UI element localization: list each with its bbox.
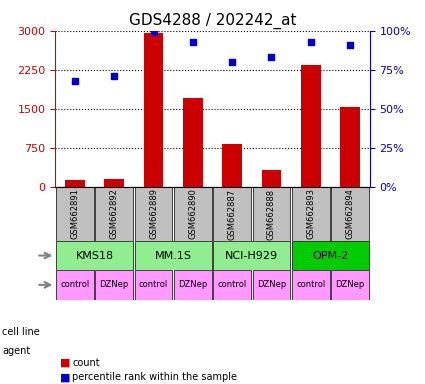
Text: DZNep: DZNep (335, 280, 365, 290)
Text: ■: ■ (60, 372, 70, 382)
Bar (135, 270, 173, 300)
Text: NCI-H929: NCI-H929 (225, 250, 278, 260)
Text: GSM662891: GSM662891 (71, 189, 79, 240)
Bar (292, 187, 330, 241)
Text: DZNep: DZNep (257, 280, 286, 290)
Bar (331, 187, 369, 241)
Bar (56, 241, 133, 270)
Bar (174, 270, 212, 300)
Text: GSM662893: GSM662893 (306, 189, 315, 240)
Bar (292, 241, 369, 270)
Text: GSM662888: GSM662888 (267, 189, 276, 240)
Bar (213, 270, 251, 300)
Bar (56, 187, 94, 241)
Bar (95, 270, 133, 300)
Point (190, 39, 196, 45)
Text: count: count (72, 358, 100, 368)
Bar (331, 270, 369, 300)
Bar (301, 65, 320, 187)
Bar (292, 270, 330, 300)
Point (229, 59, 235, 65)
Bar (222, 144, 242, 187)
Text: GSM662889: GSM662889 (149, 189, 158, 240)
Text: OPM-2: OPM-2 (312, 250, 348, 260)
Text: ■: ■ (60, 358, 70, 368)
Text: GSM662892: GSM662892 (110, 189, 119, 240)
Bar (340, 108, 360, 187)
Bar (262, 170, 281, 187)
Text: control: control (60, 280, 90, 290)
Text: DZNep: DZNep (178, 280, 207, 290)
Bar (183, 98, 203, 187)
Point (268, 54, 275, 60)
Bar (174, 187, 212, 241)
Bar (144, 33, 163, 187)
Text: control: control (218, 280, 247, 290)
Bar (252, 187, 290, 241)
Text: GSM662894: GSM662894 (346, 189, 354, 240)
Text: cell line: cell line (2, 327, 40, 337)
Text: GSM662887: GSM662887 (228, 189, 237, 240)
Point (307, 39, 314, 45)
Text: percentile rank within the sample: percentile rank within the sample (72, 372, 237, 382)
Bar (252, 270, 290, 300)
Bar (135, 187, 173, 241)
Bar (213, 187, 251, 241)
Bar (65, 180, 85, 187)
Bar (135, 241, 212, 270)
Title: GDS4288 / 202242_at: GDS4288 / 202242_at (129, 13, 296, 29)
Text: GSM662890: GSM662890 (188, 189, 197, 240)
Point (71, 78, 78, 84)
Text: agent: agent (2, 346, 30, 356)
Point (347, 42, 354, 48)
Bar (56, 270, 94, 300)
Text: MM.1S: MM.1S (155, 250, 192, 260)
Text: KMS18: KMS18 (76, 250, 113, 260)
Text: control: control (296, 280, 326, 290)
Bar (95, 187, 133, 241)
Text: control: control (139, 280, 168, 290)
Bar (213, 241, 290, 270)
Text: DZNep: DZNep (99, 280, 129, 290)
Bar (105, 179, 124, 187)
Point (111, 73, 118, 79)
Point (150, 29, 157, 35)
